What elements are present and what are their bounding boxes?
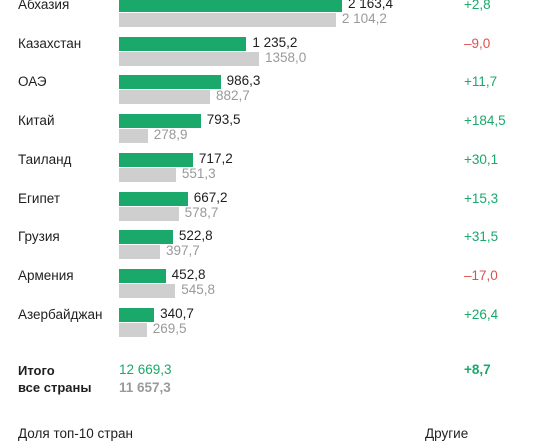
value-label-current: 717,2 <box>198 150 233 166</box>
total-label-line2: все страны <box>18 380 92 395</box>
bar-current <box>119 36 247 51</box>
value-label-previous: 578,7 <box>184 204 219 220</box>
value-label-previous: 278,9 <box>153 127 188 143</box>
bar-previous <box>119 206 179 221</box>
total-change-value: +8,7 <box>464 362 491 377</box>
total-label: Итого все страны <box>18 362 91 396</box>
total-label-line1: Итого <box>18 363 55 378</box>
country-label: Абхазия <box>18 0 70 12</box>
bar-current <box>119 307 155 322</box>
bar-previous <box>119 245 160 260</box>
change-label: +15,3 <box>464 190 499 206</box>
bar-previous <box>119 13 336 27</box>
country-label: Армения <box>18 267 74 283</box>
value-label-previous: 882,7 <box>215 88 250 104</box>
change-label: +2,8 <box>464 0 491 12</box>
value-label-current: 793,5 <box>206 112 241 128</box>
bar-current <box>119 0 342 12</box>
bar-previous <box>119 283 176 298</box>
change-label: –9,0 <box>464 35 491 51</box>
value-label-previous: 545,8 <box>181 281 216 297</box>
bar-previous <box>119 129 148 144</box>
country-label: Грузия <box>18 229 60 245</box>
country-label: Казахстан <box>18 35 82 51</box>
change-label: +184,5 <box>464 113 506 129</box>
country-label: ОАЭ <box>18 74 47 90</box>
bar-current <box>119 230 173 245</box>
change-label: +30,1 <box>464 151 499 167</box>
bar-current <box>119 268 166 283</box>
bar-previous <box>119 322 147 337</box>
change-label: +31,5 <box>464 229 499 245</box>
country-label: Азербайджан <box>18 306 103 322</box>
value-label-previous: 269,5 <box>152 320 187 336</box>
value-label-previous: 397,7 <box>165 243 200 259</box>
value-label-current: 986,3 <box>226 73 261 89</box>
value-label-current: 667,2 <box>193 189 228 205</box>
value-label-current: 522,8 <box>178 228 213 244</box>
country-label: Таиланд <box>18 151 72 167</box>
bar-previous <box>119 51 259 66</box>
value-label-current: 452,8 <box>171 266 206 282</box>
bar-previous <box>119 90 210 105</box>
change-label: +26,4 <box>464 306 499 322</box>
value-label-current: 2 163,4 <box>348 0 394 11</box>
value-label-previous: 551,3 <box>181 165 216 181</box>
change-label: +11,7 <box>464 74 498 90</box>
bar-current <box>119 75 221 90</box>
footer-left-label: Доля топ-10 стран <box>18 426 133 441</box>
change-label: –17,0 <box>464 267 498 283</box>
total-current-value: 12 669,3 <box>119 362 172 377</box>
total-previous-value: 11 657,3 <box>119 380 171 395</box>
footer-right-label: Другие <box>425 426 469 441</box>
value-label-current: 1 235,2 <box>252 34 298 50</box>
country-label: Египет <box>18 190 61 206</box>
country-label: Китай <box>18 113 55 129</box>
bar-current <box>119 152 193 167</box>
bar-current <box>119 191 188 206</box>
value-label-previous: 1358,0 <box>264 49 307 65</box>
value-label-previous: 2 104,2 <box>341 11 387 26</box>
bar-current <box>119 114 201 129</box>
bar-previous <box>119 167 176 182</box>
value-label-current: 340,7 <box>160 305 194 321</box>
